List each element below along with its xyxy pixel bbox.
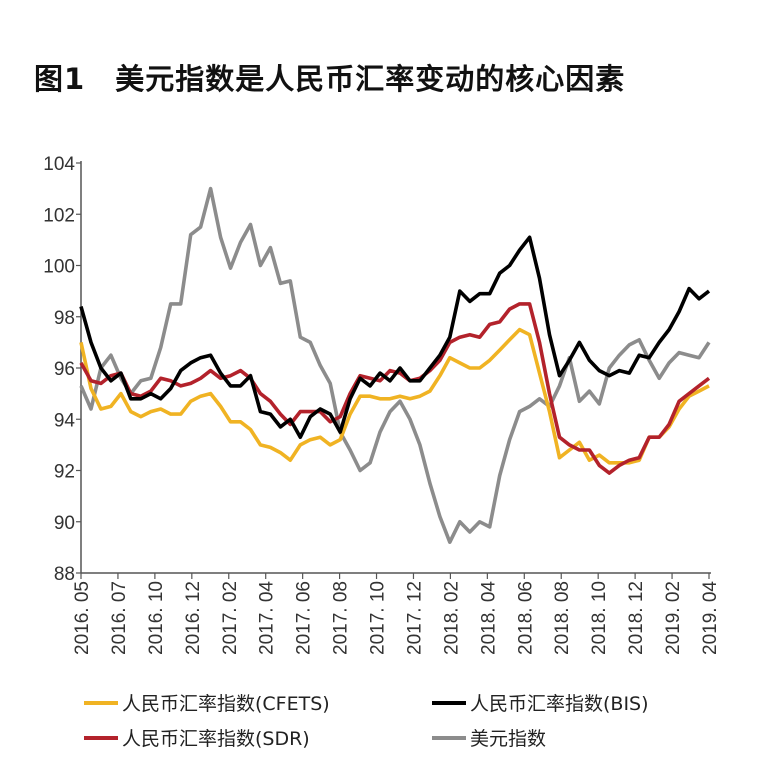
legend-swatch <box>84 735 118 740</box>
title-text: 美元指数是人民币汇率变动的核心因素 <box>115 62 626 96</box>
x-tick-label: 2016. 12 <box>183 581 204 655</box>
x-tick-label: 2016. 07 <box>109 581 130 655</box>
x-tick-label: 2018. 10 <box>589 581 610 655</box>
x-tick-label: 2018. 06 <box>515 581 536 655</box>
y-tick-label: 100 <box>43 257 75 278</box>
x-tick-label: 2016. 05 <box>72 581 93 655</box>
chart-title: 图1 美元指数是人民币汇率变动的核心因素 <box>34 56 625 98</box>
y-tick-label: 102 <box>43 205 75 226</box>
legend-label: 人民币汇率指数(SDR) <box>122 728 310 750</box>
y-tick-label: 104 <box>43 154 75 175</box>
legend-swatch <box>432 700 466 705</box>
series-line-1 <box>79 235 711 440</box>
y-tick-label: 94 <box>54 410 76 431</box>
series-line-2 <box>79 302 711 475</box>
series-line-3 <box>79 186 711 545</box>
legend-item-bis: 人民币汇率指数(BIS) <box>432 689 649 716</box>
x-tick-label: 2017. 06 <box>294 581 315 655</box>
series-line-0 <box>79 327 710 465</box>
legend-item-cfets: 人民币汇率指数(CFETS) <box>84 689 330 716</box>
legend-item-sdr: 人民币汇率指数(SDR) <box>84 724 310 751</box>
figure-number: 图1 <box>34 62 86 96</box>
x-tick-label: 2017. 08 <box>331 581 352 655</box>
y-tick-label: 88 <box>54 564 75 585</box>
legend-item-usd-index: 美元指数 <box>432 724 546 751</box>
x-tick-label: 2019. 02 <box>663 581 684 655</box>
x-tick-label: 2017. 04 <box>257 581 278 655</box>
x-tick-label: 2017. 12 <box>404 581 425 655</box>
y-tick-label: 92 <box>54 462 75 483</box>
legend-swatch <box>84 700 118 705</box>
x-tick-label: 2017. 02 <box>220 581 241 655</box>
x-tick-label: 2018. 08 <box>552 581 573 655</box>
x-tick-label: 2018. 04 <box>478 581 499 655</box>
y-tick-label: 96 <box>54 359 75 380</box>
x-tick-label: 2018. 02 <box>441 581 462 655</box>
legend-label: 人民币汇率指数(CFETS) <box>122 693 330 715</box>
y-tick-label: 98 <box>54 308 75 329</box>
legend-label: 人民币汇率指数(BIS) <box>470 693 649 715</box>
legend-label: 美元指数 <box>470 728 547 750</box>
legend-swatch <box>432 735 466 740</box>
x-tick-label: 2018. 12 <box>626 581 647 655</box>
x-tick-label: 2019. 04 <box>700 581 721 655</box>
x-tick-label: 2017. 10 <box>368 581 389 655</box>
x-tick-label: 2016. 10 <box>146 581 167 655</box>
y-tick-label: 90 <box>54 513 75 534</box>
